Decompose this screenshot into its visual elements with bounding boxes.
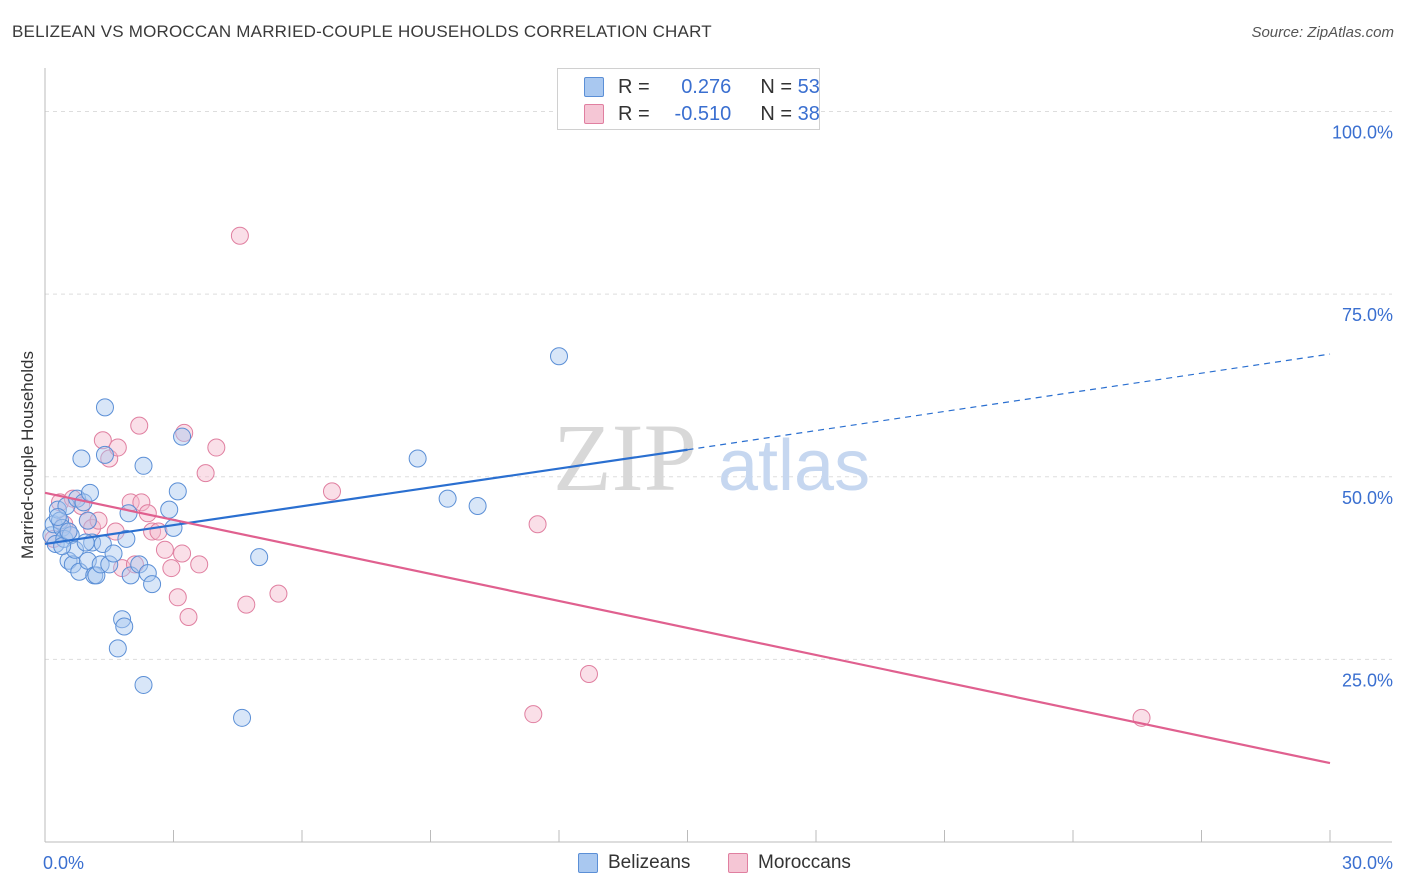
belizean-point [100, 555, 119, 574]
pink-swatch [728, 853, 748, 873]
moroccan-point [130, 416, 149, 435]
belizean-point [250, 548, 269, 567]
belizean-point [95, 398, 114, 417]
legend-row-belizeans: R = 0.276 N = 53 [558, 74, 820, 100]
r-value: 0.276 [681, 75, 732, 98]
belizean-point [143, 575, 162, 594]
legend-row-moroccans: R = -0.510 N = 38 [558, 101, 820, 127]
moroccan-point [207, 438, 226, 457]
belizean-point [63, 555, 82, 574]
belizean-point [233, 708, 252, 727]
y-tick-label: 75.0% [1342, 305, 1393, 325]
moroccans-trend-line [44, 491, 1331, 765]
belizean-point [59, 522, 78, 541]
axes [44, 68, 1392, 843]
trend-lines [44, 353, 1331, 765]
blue-swatch [578, 853, 598, 873]
correlation-legend: R = 0.276 N = 53 R = -0.510 N = 38 [557, 68, 820, 130]
belizean-point [87, 566, 106, 585]
belizeans-points [42, 347, 568, 727]
n-value: 38 [797, 102, 820, 125]
legend-label: Moroccans [758, 852, 851, 873]
moroccan-point [93, 431, 112, 450]
y-tick-label: 50.0% [1342, 488, 1393, 508]
belizean-point [108, 639, 127, 658]
source-credit: Source: ZipAtlas.com [1251, 24, 1394, 41]
pink-swatch [584, 104, 604, 124]
watermark-atlas: atlas [718, 426, 870, 506]
belizean-point [48, 507, 67, 526]
tick-labels: 25.0% 50.0% 75.0% 100.0% 0.0% 30.0% [43, 123, 1393, 873]
belizean-point [160, 500, 179, 519]
x-tick-label: 0.0% [43, 853, 84, 873]
moroccan-point [322, 482, 341, 501]
chart-title: BELIZEAN VS MOROCCAN MARRIED-COUPLE HOUS… [12, 22, 712, 41]
moroccan-point [237, 595, 256, 614]
y-tick-label: 100.0% [1332, 123, 1393, 143]
n-label: N = [760, 75, 793, 98]
blue-swatch [584, 77, 604, 97]
moroccan-point [230, 226, 249, 245]
belizean-point [95, 445, 114, 464]
r-label: R = [618, 75, 650, 98]
belizean-point [104, 544, 123, 563]
belizean-point [138, 564, 157, 583]
moroccan-point [168, 588, 187, 607]
moroccan-point [269, 584, 288, 603]
belizean-point [115, 617, 134, 636]
r-value: -0.510 [674, 102, 732, 125]
belizean-point [119, 504, 138, 523]
belizean-point [468, 496, 487, 515]
belizean-point [48, 500, 67, 519]
moroccan-point [132, 493, 151, 512]
moroccan-point [173, 544, 192, 563]
moroccan-point [528, 515, 547, 534]
grid [45, 111, 1392, 660]
x-tick-label: 30.0% [1342, 853, 1393, 873]
belizean-point [408, 449, 427, 468]
moroccan-point [155, 540, 174, 559]
belizean-point [117, 529, 136, 548]
belizean-point [134, 456, 153, 475]
belizean-point [550, 347, 568, 366]
belizean-point [72, 449, 91, 468]
moroccan-point [179, 608, 198, 627]
belizean-point [113, 610, 132, 629]
belizean-point [80, 483, 99, 502]
y-tick-label: 25.0% [1342, 670, 1393, 690]
moroccan-point [89, 511, 108, 530]
legend-label: Belizeans [608, 852, 691, 873]
n-label: N = [760, 102, 793, 125]
moroccan-point [196, 464, 215, 483]
moroccan-point [524, 705, 543, 724]
moroccan-point [125, 555, 144, 574]
belizean-point [173, 427, 192, 446]
belizean-point [78, 511, 97, 530]
belizean-point [134, 675, 153, 694]
belizeans-trend-line [44, 448, 688, 546]
moroccan-point [162, 559, 181, 578]
r-label: R = [618, 102, 650, 125]
belizean-point [168, 482, 187, 501]
watermark: ZIP atlas [553, 404, 870, 511]
belizeans-trend-extension [687, 353, 1331, 451]
n-value: 53 [797, 75, 820, 98]
watermark-zip: ZIP [553, 404, 697, 511]
belizean-point [438, 489, 457, 508]
moroccan-point [190, 555, 209, 574]
moroccan-point [579, 664, 598, 683]
